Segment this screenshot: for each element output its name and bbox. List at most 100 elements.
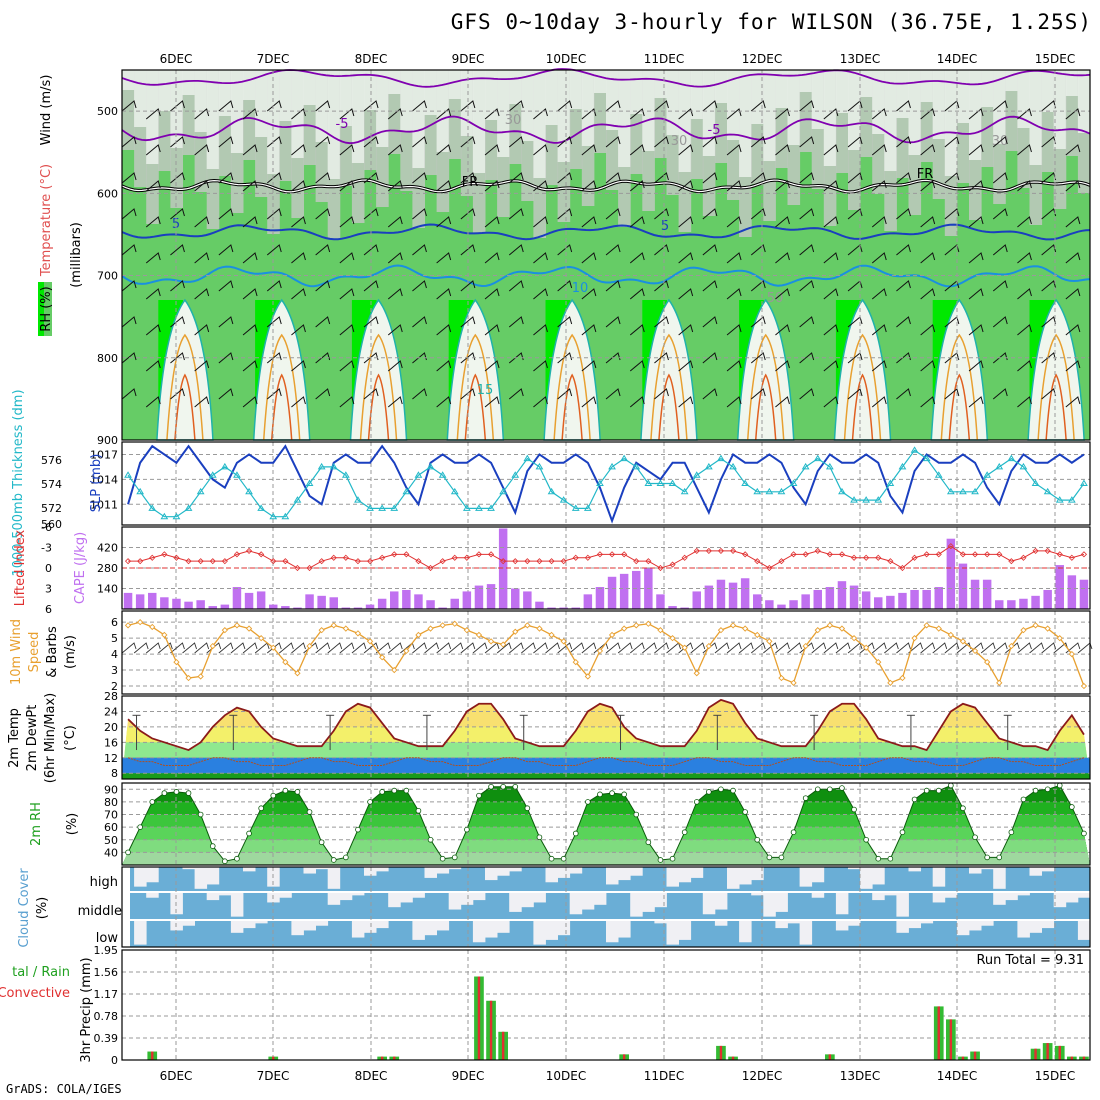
- wind10m-axis-label: (m/s): [63, 635, 78, 669]
- cape-bar: [486, 584, 496, 609]
- thickness-point: [596, 479, 604, 486]
- wind-speed-point: [258, 634, 265, 642]
- wind-barb: [750, 100, 766, 112]
- thickness-point: [1067, 496, 1076, 503]
- precip-convective-bar: [1058, 1045, 1061, 1060]
- surface-wind-barb: [932, 642, 948, 654]
- cloud-fraction-low: [606, 921, 619, 943]
- wind-barb: [242, 144, 258, 156]
- wind-barb: [557, 136, 573, 148]
- wind-barb: [629, 252, 645, 264]
- wind-barb: [799, 172, 815, 184]
- wind-barb: [339, 360, 355, 372]
- cape-bar: [934, 587, 943, 609]
- wind-speed-point: [366, 638, 374, 645]
- cloud-fraction-high: [1029, 867, 1042, 876]
- thickness-tick: 560: [41, 518, 62, 531]
- cloud-fraction-low: [533, 921, 546, 945]
- wind-barb: [484, 324, 500, 336]
- wind-barb: [121, 172, 137, 184]
- wind-barb: [218, 100, 234, 112]
- thickness-point: [886, 479, 895, 486]
- lifted-index-point: [984, 551, 991, 558]
- rh-point: [693, 799, 700, 805]
- cape-bar: [716, 579, 726, 609]
- lifted-index-point: [548, 558, 555, 565]
- surface-wind-barb: [545, 642, 560, 654]
- cape-bar: [353, 607, 363, 609]
- thickness-point: [354, 496, 362, 503]
- wind-speed-point: [875, 658, 882, 666]
- cloud-fraction-middle: [533, 893, 546, 903]
- wind-barb: [992, 280, 1008, 292]
- wind-barb: [678, 324, 694, 336]
- cloud-fraction-low: [291, 921, 304, 936]
- wind10m-axis-label: & Barbs: [45, 626, 60, 678]
- lifted-index-point: [173, 554, 180, 561]
- thickness-point: [729, 462, 737, 470]
- cloud-fraction-middle: [593, 893, 607, 905]
- cloud-fraction-high: [606, 867, 619, 885]
- wind-barb: [387, 360, 403, 372]
- cloud-fraction-high: [436, 867, 450, 874]
- surface-wind-barb: [629, 642, 645, 654]
- cape-bar: [414, 594, 423, 609]
- temp-tick: 8: [111, 767, 118, 780]
- cloud-fraction-low: [654, 921, 667, 924]
- thickness-axis-label: 1000-500mb Thickness (dm): [11, 389, 26, 576]
- wind-barb: [702, 352, 718, 364]
- wind-barb: [896, 100, 911, 112]
- cape-bar: [462, 591, 472, 609]
- thickness-point: [850, 496, 858, 503]
- cloud-fraction-low: [230, 921, 244, 933]
- wind-barb: [968, 252, 984, 264]
- cloud-gap: [122, 867, 130, 947]
- wind-barb: [702, 208, 718, 220]
- cape-bar: [281, 606, 290, 609]
- cloud-fraction-low: [799, 921, 813, 945]
- thickness-point: [583, 504, 592, 511]
- rh-point: [681, 829, 688, 835]
- temperature-contour-25: [843, 333, 882, 441]
- wind-speed-point: [439, 622, 446, 629]
- wind-barb: [992, 136, 1008, 148]
- rh-very-dry-band: [376, 70, 389, 147]
- lifted-index-tick: -6: [41, 521, 52, 534]
- cloud-fraction-high: [206, 867, 220, 885]
- surface-wind-barb: [521, 642, 536, 654]
- thickness-point: [511, 471, 520, 478]
- wind-barb: [823, 216, 839, 228]
- lifted-index-point: [427, 564, 434, 572]
- temp-axis-label: (°C): [63, 725, 78, 751]
- wind-barb: [218, 208, 234, 220]
- rh-point: [294, 789, 301, 795]
- cape-bar: [728, 582, 738, 609]
- wind-barb: [291, 360, 306, 372]
- cape-bar: [789, 600, 798, 609]
- wind-barb: [992, 316, 1008, 328]
- wind-barb: [702, 100, 718, 112]
- wind-tick: 4: [111, 648, 118, 661]
- contour-label: 10: [572, 281, 589, 296]
- wind-barb: [968, 144, 984, 156]
- wind-barb: [992, 388, 1008, 400]
- rh-very-dry-band: [436, 70, 450, 152]
- thickness-point: [148, 504, 157, 511]
- date-label-bottom: 12DEC: [742, 1069, 782, 1083]
- wind-barb: [170, 316, 185, 328]
- cloud-fraction-low: [1077, 921, 1091, 940]
- wind-barb: [363, 136, 379, 148]
- lifted-index-point: [875, 554, 882, 561]
- wind-barb: [291, 216, 306, 228]
- cloud-fraction-low: [303, 921, 316, 931]
- rh-point: [234, 855, 240, 862]
- surface-wind-barb: [980, 642, 996, 654]
- contour-label: 50: [767, 291, 784, 306]
- wind-barb: [654, 172, 669, 184]
- rh-point: [657, 857, 664, 863]
- cloud-fraction-middle: [702, 893, 716, 915]
- lifted-index-point: [947, 543, 954, 550]
- wind-speed-point: [475, 631, 483, 639]
- temperature-line: [127, 698, 1085, 752]
- precip-convective-bar: [961, 1056, 965, 1060]
